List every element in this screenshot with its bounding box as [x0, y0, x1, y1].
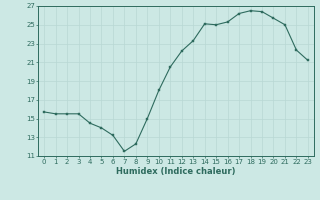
- X-axis label: Humidex (Indice chaleur): Humidex (Indice chaleur): [116, 167, 236, 176]
